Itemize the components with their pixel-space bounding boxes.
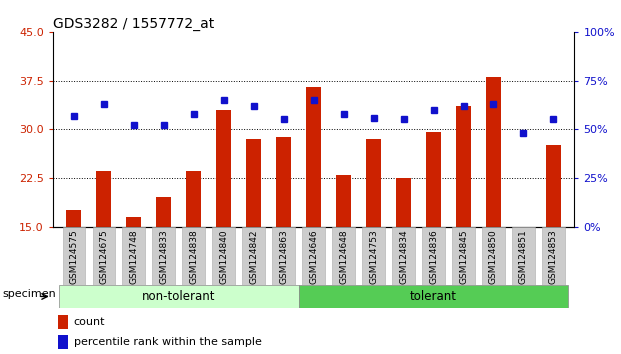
- Bar: [306, 87, 321, 227]
- Text: GSM124836: GSM124836: [429, 229, 438, 284]
- Bar: [486, 77, 501, 227]
- Bar: [58, 335, 68, 348]
- Bar: [58, 315, 68, 329]
- Bar: [456, 107, 471, 227]
- FancyBboxPatch shape: [332, 227, 355, 285]
- FancyBboxPatch shape: [299, 285, 568, 308]
- FancyBboxPatch shape: [273, 227, 295, 285]
- Text: GSM124845: GSM124845: [459, 229, 468, 284]
- FancyBboxPatch shape: [483, 227, 505, 285]
- Bar: [396, 178, 411, 227]
- Text: GSM124863: GSM124863: [279, 229, 288, 284]
- FancyBboxPatch shape: [542, 227, 564, 285]
- Text: GSM124748: GSM124748: [129, 229, 138, 284]
- Text: percentile rank within the sample: percentile rank within the sample: [74, 337, 261, 347]
- Bar: [366, 139, 381, 227]
- FancyBboxPatch shape: [122, 227, 145, 285]
- Text: GSM124853: GSM124853: [549, 229, 558, 284]
- Bar: [276, 137, 291, 227]
- Bar: [156, 198, 171, 227]
- Text: GDS3282 / 1557772_at: GDS3282 / 1557772_at: [53, 17, 214, 31]
- Text: non-tolerant: non-tolerant: [142, 290, 215, 303]
- Bar: [336, 175, 351, 227]
- Text: GSM124675: GSM124675: [99, 229, 108, 284]
- FancyBboxPatch shape: [63, 227, 85, 285]
- Text: GSM124575: GSM124575: [70, 229, 78, 284]
- FancyBboxPatch shape: [59, 285, 299, 308]
- Text: count: count: [74, 318, 105, 327]
- FancyBboxPatch shape: [512, 227, 535, 285]
- FancyBboxPatch shape: [362, 227, 385, 285]
- Bar: [426, 132, 441, 227]
- Text: GSM124648: GSM124648: [339, 229, 348, 284]
- Bar: [66, 210, 81, 227]
- Text: tolerant: tolerant: [410, 290, 457, 303]
- Text: specimen: specimen: [2, 289, 57, 299]
- Text: GSM124834: GSM124834: [399, 229, 408, 284]
- FancyBboxPatch shape: [302, 227, 325, 285]
- Text: GSM124840: GSM124840: [219, 229, 228, 284]
- FancyBboxPatch shape: [93, 227, 115, 285]
- Bar: [216, 110, 231, 227]
- Text: GSM124838: GSM124838: [189, 229, 198, 284]
- FancyBboxPatch shape: [212, 227, 235, 285]
- Text: GSM124842: GSM124842: [249, 229, 258, 284]
- FancyBboxPatch shape: [242, 227, 265, 285]
- FancyBboxPatch shape: [392, 227, 415, 285]
- FancyBboxPatch shape: [452, 227, 474, 285]
- Text: GSM124850: GSM124850: [489, 229, 498, 284]
- FancyBboxPatch shape: [422, 227, 445, 285]
- Text: GSM124646: GSM124646: [309, 229, 318, 284]
- Bar: [246, 139, 261, 227]
- Bar: [126, 217, 141, 227]
- Text: GSM124833: GSM124833: [159, 229, 168, 284]
- Bar: [186, 171, 201, 227]
- Bar: [96, 171, 111, 227]
- Bar: [546, 145, 561, 227]
- Text: GSM124753: GSM124753: [369, 229, 378, 284]
- FancyBboxPatch shape: [153, 227, 175, 285]
- Text: GSM124851: GSM124851: [519, 229, 528, 284]
- FancyBboxPatch shape: [183, 227, 205, 285]
